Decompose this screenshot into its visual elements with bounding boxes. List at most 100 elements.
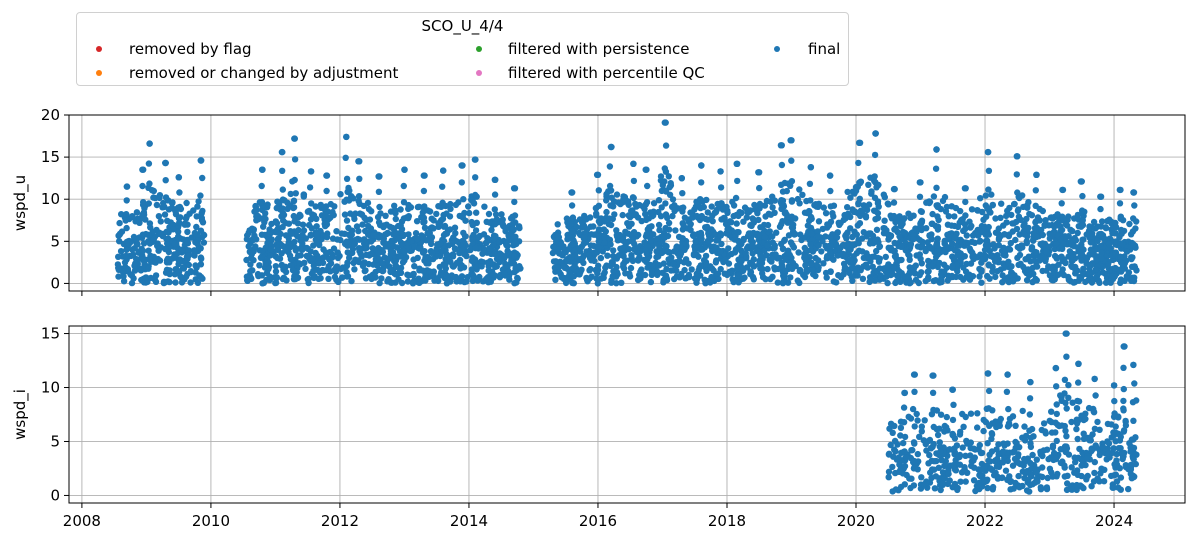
data-point — [191, 247, 198, 254]
data-point — [594, 270, 601, 277]
data-point — [916, 271, 923, 279]
data-point — [902, 247, 909, 254]
y-tick-label: 15 — [41, 325, 60, 343]
data-point — [400, 182, 407, 190]
data-point — [697, 229, 705, 237]
data-point — [948, 222, 955, 229]
data-point — [950, 446, 957, 454]
data-point — [985, 261, 992, 268]
data-point — [146, 220, 154, 227]
data-point — [405, 231, 412, 238]
data-point — [1112, 438, 1119, 445]
data-point — [933, 146, 940, 153]
data-point — [1111, 382, 1118, 389]
data-point — [935, 216, 942, 224]
data-point — [704, 223, 711, 231]
data-point — [891, 422, 898, 430]
data-point — [343, 133, 350, 141]
data-point — [840, 241, 847, 249]
data-point — [1101, 466, 1108, 473]
data-point — [901, 463, 909, 470]
data-point — [1070, 243, 1078, 250]
data-point — [359, 262, 367, 270]
legend-label-final: final — [808, 40, 841, 58]
data-point — [450, 234, 457, 241]
data-point — [244, 232, 251, 239]
data-point — [146, 240, 154, 247]
data-point — [1127, 448, 1134, 455]
data-point — [123, 211, 130, 218]
y-axis-label: wspd_u — [11, 175, 30, 231]
data-point — [1060, 240, 1067, 247]
data-point — [985, 186, 992, 193]
data-point — [976, 273, 983, 280]
data-point — [193, 213, 200, 220]
data-point — [185, 247, 192, 254]
data-point — [278, 261, 285, 269]
data-point — [192, 239, 199, 246]
data-point — [247, 248, 254, 255]
data-point — [795, 249, 802, 256]
data-point — [1073, 425, 1080, 433]
data-point — [279, 275, 287, 283]
data-point — [664, 248, 671, 255]
data-point — [258, 199, 266, 206]
data-point — [941, 268, 948, 275]
data-point — [778, 161, 786, 169]
data-point — [901, 481, 908, 488]
data-point — [678, 205, 685, 212]
data-point — [1005, 258, 1012, 265]
data-point — [568, 254, 575, 261]
data-point — [1023, 215, 1030, 223]
data-point — [1110, 429, 1117, 436]
data-point — [145, 265, 152, 272]
data-point — [199, 219, 207, 226]
data-point — [984, 440, 991, 447]
data-point — [258, 182, 265, 190]
legend-marker-final — [774, 46, 780, 52]
data-point — [338, 230, 345, 237]
data-point — [808, 261, 815, 268]
data-point — [274, 198, 281, 205]
data-point — [1053, 410, 1061, 418]
data-point — [910, 482, 918, 489]
data-point — [346, 254, 353, 261]
data-point — [1090, 478, 1098, 485]
data-point — [833, 279, 840, 286]
data-point — [348, 231, 355, 238]
data-point — [149, 228, 156, 235]
data-point — [741, 204, 749, 211]
data-point — [290, 204, 298, 211]
data-point — [929, 372, 936, 379]
data-point — [364, 199, 372, 207]
data-point — [847, 256, 854, 264]
data-point — [1063, 446, 1070, 453]
data-point — [496, 239, 503, 246]
data-point — [1131, 380, 1138, 387]
data-point — [295, 252, 302, 259]
data-point — [1027, 443, 1035, 451]
data-point — [197, 192, 204, 199]
data-point — [712, 259, 720, 266]
legend-label-removed-or-changed: removed or changed by adjustment — [129, 64, 399, 82]
data-point — [899, 220, 906, 228]
data-point — [133, 236, 140, 244]
data-point — [625, 238, 632, 245]
data-point — [941, 462, 948, 470]
data-point — [1003, 212, 1010, 220]
data-point — [697, 196, 704, 203]
data-point — [750, 262, 757, 270]
data-point — [421, 172, 428, 179]
data-point — [717, 265, 724, 273]
data-point — [442, 261, 449, 268]
data-point — [1059, 186, 1067, 194]
data-point — [166, 270, 173, 278]
data-point — [993, 463, 1001, 470]
data-point — [187, 279, 194, 286]
data-point — [128, 279, 136, 287]
data-point — [511, 185, 519, 192]
data-point — [934, 203, 941, 211]
data-point — [1061, 422, 1069, 430]
data-point — [552, 276, 559, 283]
